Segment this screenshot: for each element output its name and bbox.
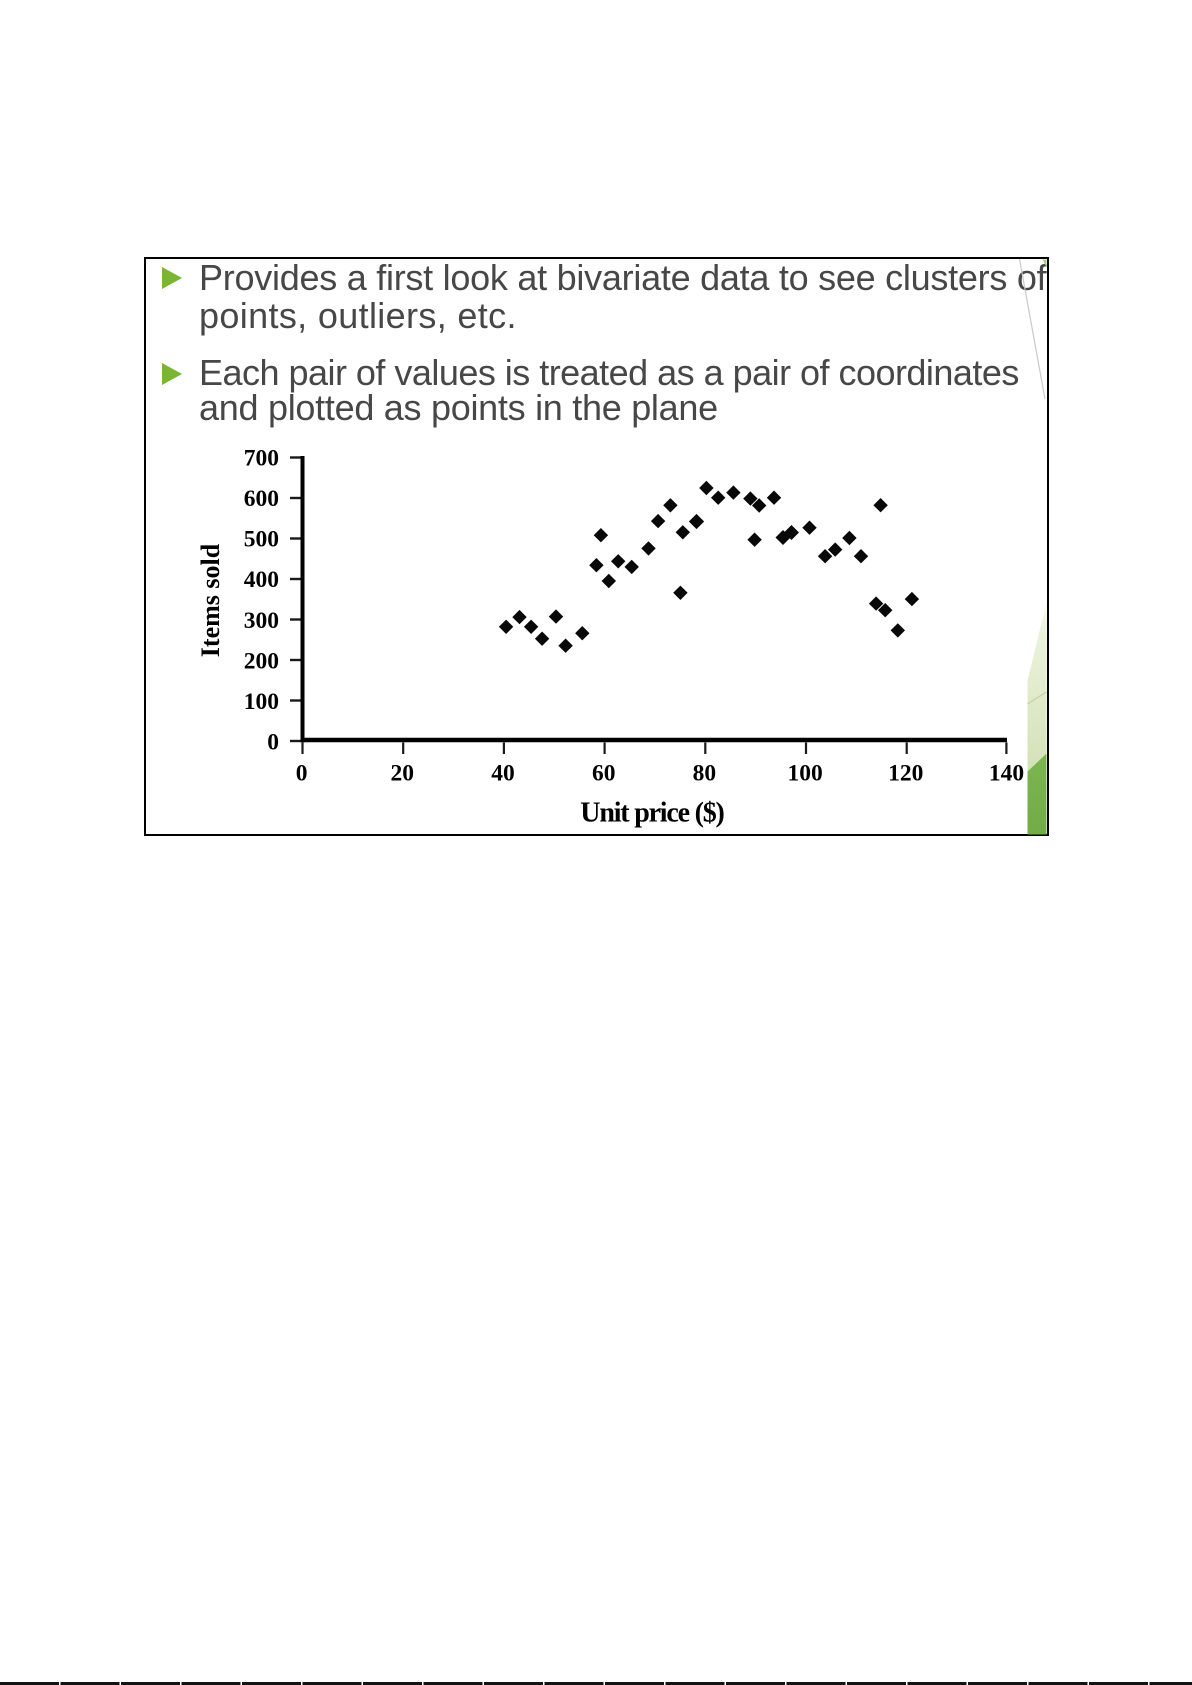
svg-text:400: 400	[244, 567, 279, 593]
svg-text:20: 20	[391, 761, 415, 787]
svg-text:40: 40	[491, 761, 515, 787]
svg-text:120: 120	[888, 761, 923, 787]
svg-text:100: 100	[244, 689, 279, 715]
svg-text:500: 500	[244, 527, 279, 553]
svg-text:60: 60	[592, 761, 616, 787]
svg-text:700: 700	[244, 445, 279, 471]
svg-text:0: 0	[267, 730, 279, 756]
svg-text:200: 200	[244, 648, 279, 674]
svg-text:100: 100	[787, 761, 822, 787]
svg-text:600: 600	[244, 486, 279, 512]
svg-text:0: 0	[296, 761, 308, 787]
svg-text:Items sold: Items sold	[196, 543, 225, 657]
svg-text:140: 140	[989, 761, 1024, 787]
svg-text:80: 80	[693, 761, 717, 787]
svg-text:300: 300	[244, 608, 279, 634]
svg-text:Unit price ($): Unit price ($)	[580, 797, 724, 828]
